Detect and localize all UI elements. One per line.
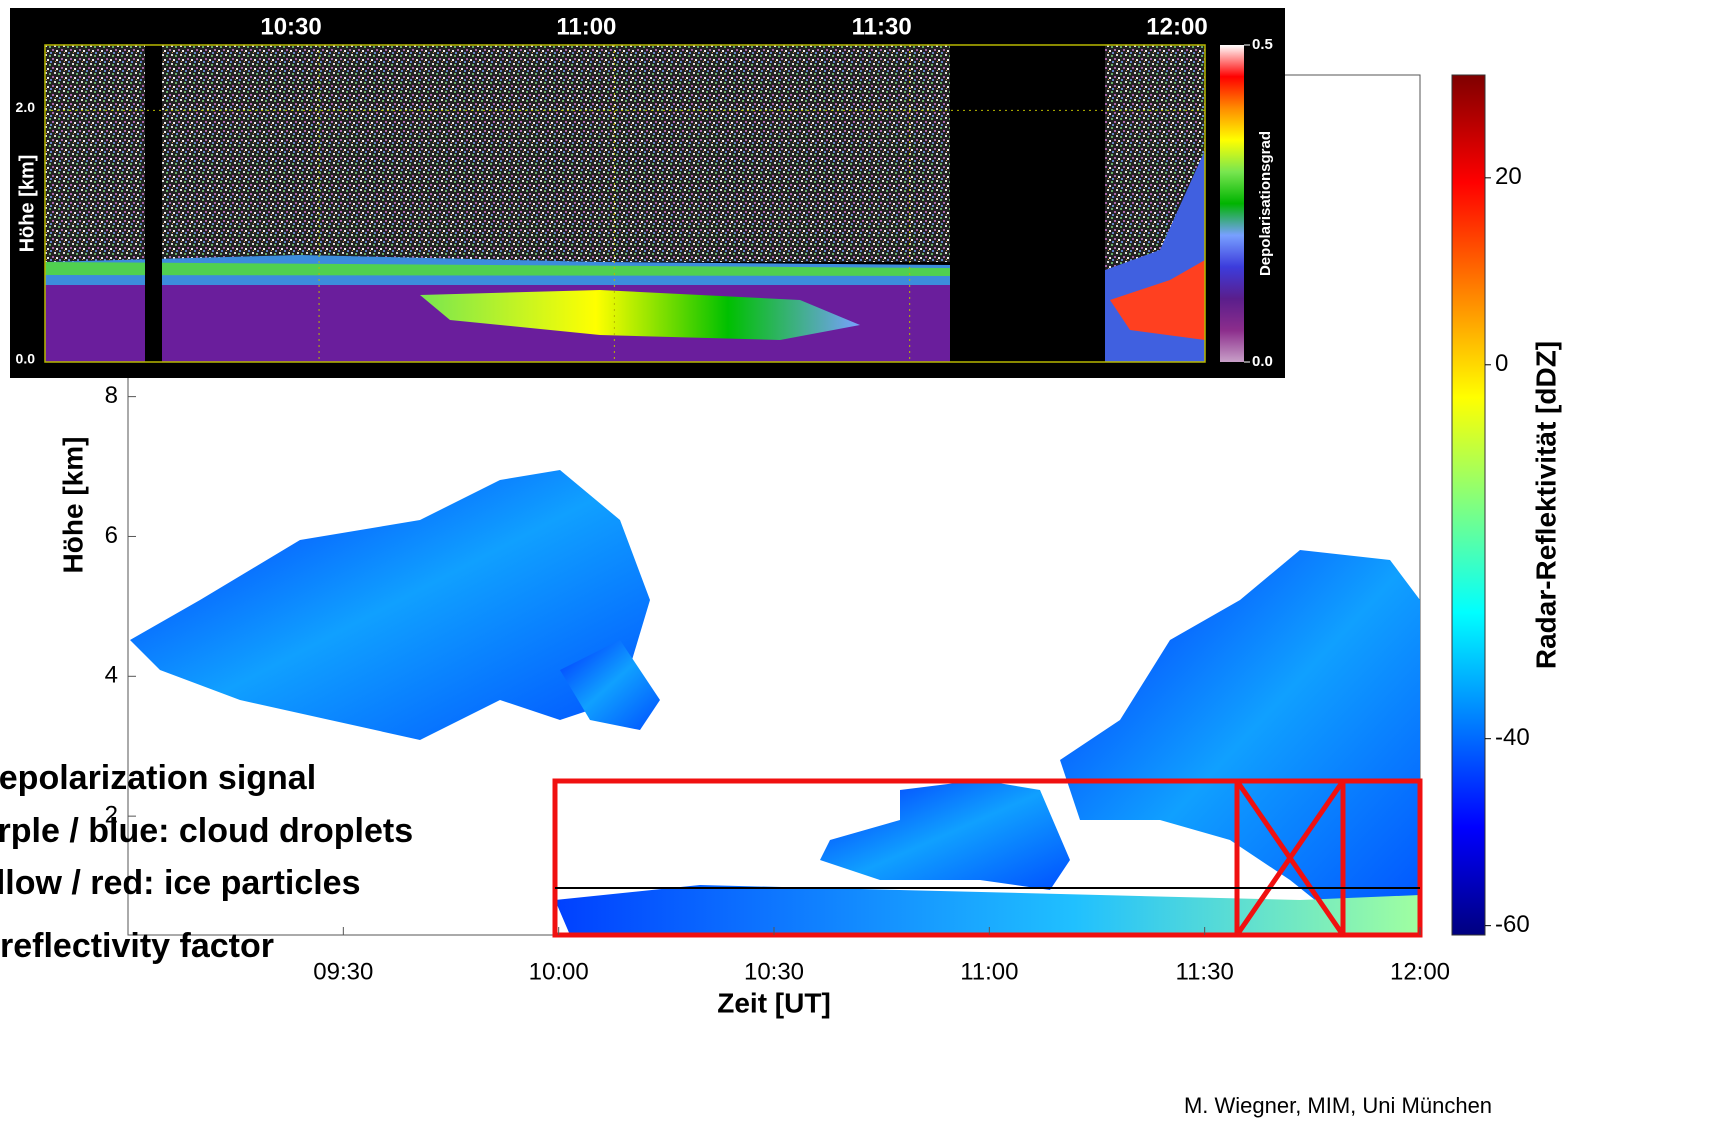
colorbar-label: Depolarisationsgrad <box>1257 131 1274 276</box>
y-tick-label: 8 <box>105 382 118 409</box>
lidar-chart: 10:30 11:00 11:30 12:00 0.0 2.0 Höhe [km] 0.0 0.… <box>10 8 1285 378</box>
y-tick-label: 6 <box>105 522 118 549</box>
colorbar-tick-label: 0 <box>1495 350 1508 377</box>
y-tick-label: 4 <box>105 662 118 689</box>
note: depolarization signal <box>0 759 316 797</box>
colorbar-tick-label: 20 <box>1495 163 1522 190</box>
low-cloud-echo <box>555 885 1420 935</box>
note: yellow / red: ice particles <box>0 864 361 902</box>
radar-echo <box>130 470 1420 935</box>
data-gap <box>950 45 1105 362</box>
x-tick-label: 10:00 <box>529 958 589 985</box>
note: purple / blue: cloud droplets <box>0 812 413 850</box>
y-tick-label: 0.0 <box>16 351 36 367</box>
colorbar <box>1220 45 1244 362</box>
y-tick-label: 2.0 <box>16 99 36 115</box>
colorbar-tick-label: 0.5 <box>1252 36 1273 53</box>
x-tick-label: 09:30 <box>313 958 373 985</box>
colorbar-label: Radar-Reflektivität [dDZ] <box>1530 341 1561 669</box>
x-axis-label: Zeit [UT] <box>717 987 831 1018</box>
ice-right <box>1110 260 1205 340</box>
highlight-box <box>552 778 1423 938</box>
y-tick-label: 2 <box>105 801 118 828</box>
x-tick-label: 10:30 <box>260 13 321 40</box>
notes: depolarization signal purple / blue: clo… <box>0 759 413 965</box>
note: reflectivity factor <box>0 927 274 965</box>
x-tick-label: 10:30 <box>744 958 804 985</box>
ice-layer <box>420 290 860 340</box>
colorbar-tick-label: 0.0 <box>1252 353 1273 370</box>
x-tick-label: 11:30 <box>852 13 912 40</box>
x-tick-label: 11:00 <box>556 13 616 40</box>
y-axis-label: Höhe [km] <box>57 437 88 574</box>
x-tick-label: 11:30 <box>1176 958 1234 985</box>
cloud-top-green <box>45 262 950 276</box>
data-gap <box>145 45 162 362</box>
x-tick-label: 12:00 <box>1390 958 1450 985</box>
colorbar-tick-label: -40 <box>1495 724 1530 751</box>
colorbar <box>1451 74 1486 936</box>
x-tick-label: 11:00 <box>960 958 1018 985</box>
plot-frame <box>44 44 1206 363</box>
colorbar-tick-label: -60 <box>1495 911 1530 938</box>
y-axis-label: Höhe [km] <box>16 155 38 253</box>
credit: M. Wiegner, MIM, Uni München <box>1184 1093 1492 1118</box>
x-tick-label: 12:00 <box>1146 13 1207 40</box>
